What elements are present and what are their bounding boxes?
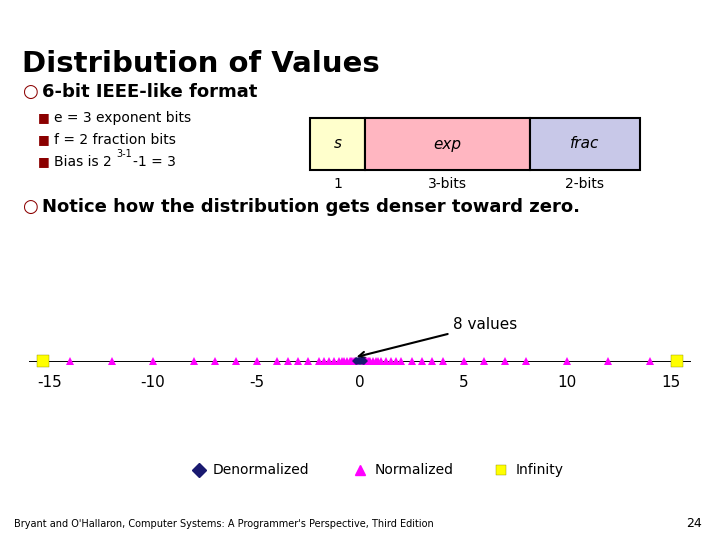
Text: 24: 24 [686,517,702,530]
Text: Bias is 2: Bias is 2 [54,155,112,169]
Text: -5: -5 [249,375,264,390]
Text: Notice how the distribution gets denser toward zero.: Notice how the distribution gets denser … [42,198,580,216]
Text: 6-bit IEEE-like format: 6-bit IEEE-like format [42,83,257,101]
Text: ■: ■ [38,111,50,125]
Bar [310,118,365,170]
Text: 3-bits: 3-bits [428,177,467,191]
Text: Denormalized: Denormalized [213,463,310,477]
Text: e = 3 exponent bits: e = 3 exponent bits [54,111,191,125]
Text: Bryant and O'Hallaron, Computer Systems: A Programmer's Perspective, Third Editi: Bryant and O'Hallaron, Computer Systems:… [14,519,434,529]
Text: frac: frac [570,137,600,152]
Text: 15: 15 [661,375,680,390]
Text: ○: ○ [22,198,37,216]
Text: 1: 1 [333,177,342,191]
Text: 10: 10 [557,375,577,390]
Text: -1 = 3: -1 = 3 [133,155,176,169]
Text: Carnegie Mellon: Carnegie Mellon [600,5,709,19]
Text: 0: 0 [355,375,365,390]
Text: -15: -15 [37,375,62,390]
Text: Distribution of Values: Distribution of Values [22,50,379,78]
Text: Infinity: Infinity [516,463,564,477]
Text: 8 values: 8 values [359,317,518,358]
Text: s: s [333,137,341,152]
Text: exp: exp [433,137,462,152]
Text: ○: ○ [22,83,37,101]
Text: ■: ■ [38,156,50,168]
Text: 3-1: 3-1 [116,149,132,159]
Text: 5: 5 [459,375,468,390]
Bar [365,118,530,170]
Text: 2-bits: 2-bits [565,177,605,191]
Text: -10: -10 [140,375,166,390]
Text: f = 2 fraction bits: f = 2 fraction bits [54,133,176,147]
Text: Normalized: Normalized [374,463,454,477]
Bar [530,118,640,170]
Text: ■: ■ [38,133,50,146]
